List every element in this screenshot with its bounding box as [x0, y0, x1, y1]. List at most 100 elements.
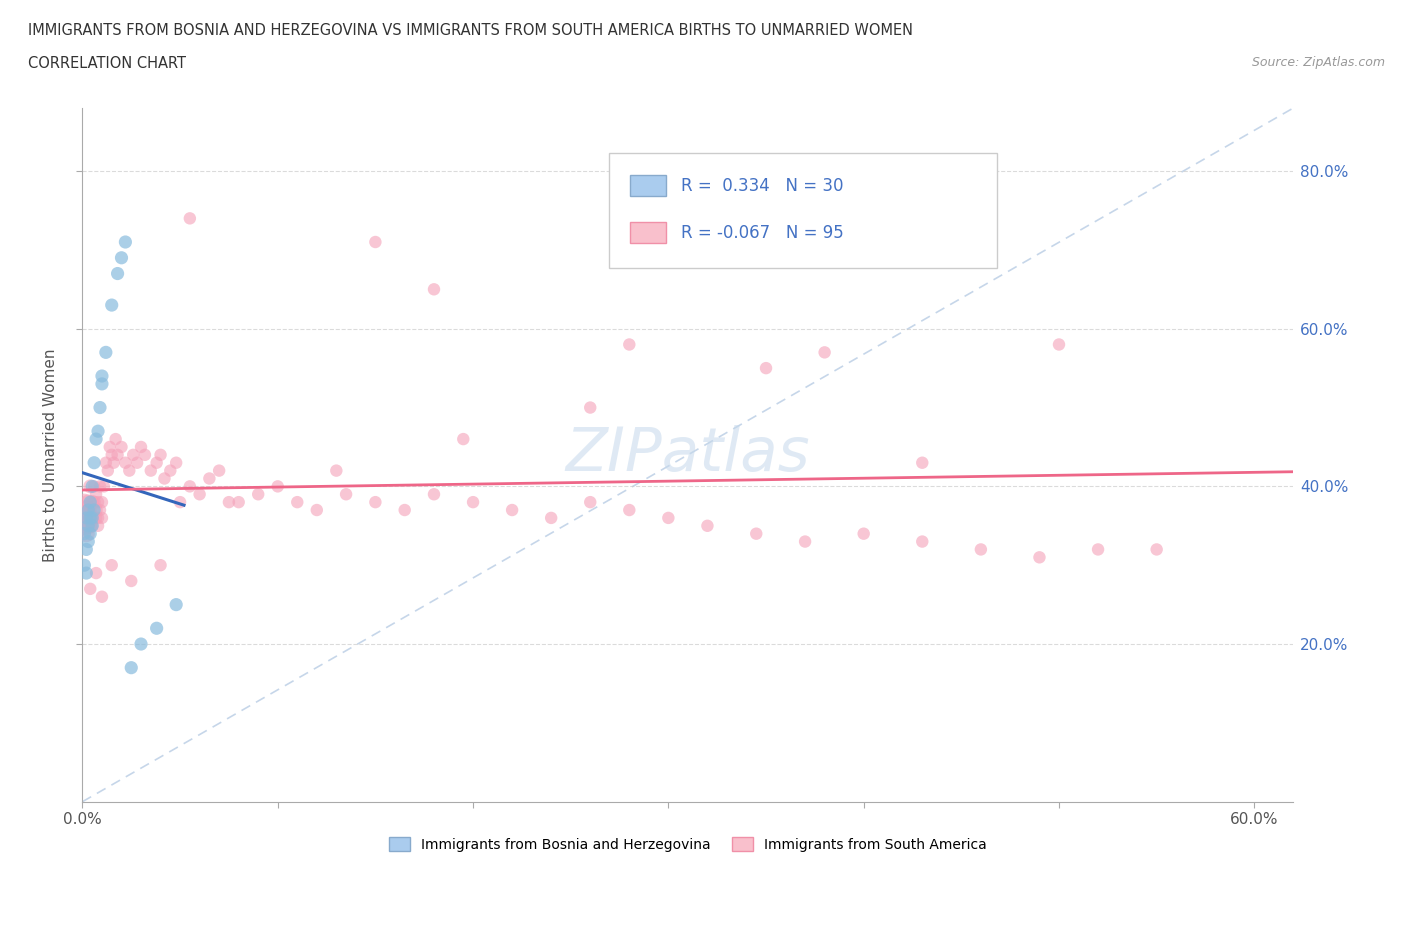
Point — [852, 526, 875, 541]
Point — [122, 447, 145, 462]
Point — [120, 660, 142, 675]
Point — [79, 495, 101, 510]
Point — [77, 534, 100, 549]
Point — [84, 511, 107, 525]
Text: IMMIGRANTS FROM BOSNIA AND HERZEGOVINA VS IMMIGRANTS FROM SOUTH AMERICA BIRTHS T: IMMIGRANTS FROM BOSNIA AND HERZEGOVINA V… — [28, 23, 912, 38]
Point — [579, 495, 602, 510]
Point — [745, 526, 768, 541]
Point — [179, 211, 201, 226]
Point — [84, 502, 107, 517]
Point — [110, 440, 132, 455]
Point — [247, 486, 270, 501]
Point — [911, 534, 934, 549]
Point — [228, 495, 250, 510]
Point — [501, 502, 523, 517]
Point — [188, 486, 211, 501]
Point — [83, 479, 105, 494]
Point — [87, 495, 110, 510]
Point — [77, 502, 100, 517]
Point — [208, 463, 231, 478]
Point — [82, 518, 104, 533]
Point — [100, 298, 122, 312]
Point — [1087, 542, 1109, 557]
Point — [77, 518, 100, 533]
Point — [94, 345, 117, 360]
Point — [794, 534, 817, 549]
Point — [89, 400, 111, 415]
Point — [83, 456, 105, 471]
Point — [82, 479, 104, 494]
Point — [75, 565, 97, 580]
FancyBboxPatch shape — [609, 153, 997, 268]
Y-axis label: Births to Unmarried Women: Births to Unmarried Women — [44, 348, 58, 562]
Point — [77, 495, 100, 510]
Point — [98, 440, 121, 455]
Point — [73, 558, 96, 573]
Point — [79, 479, 101, 494]
Point — [619, 502, 641, 517]
Point — [84, 486, 107, 501]
Text: ZIPatlas: ZIPatlas — [565, 425, 810, 485]
Point — [84, 432, 107, 446]
Point — [364, 495, 387, 510]
Point — [82, 518, 104, 533]
Point — [75, 542, 97, 557]
Point — [1028, 550, 1050, 565]
Point — [285, 495, 308, 510]
Point — [77, 502, 100, 517]
Point — [83, 502, 105, 517]
Point — [73, 495, 96, 510]
Point — [145, 456, 167, 471]
Point — [93, 479, 115, 494]
Text: R = -0.067   N = 95: R = -0.067 N = 95 — [681, 224, 844, 242]
Point — [87, 518, 110, 533]
Bar — [630, 222, 666, 244]
Point — [461, 495, 484, 510]
Point — [619, 337, 641, 352]
Bar — [630, 175, 666, 196]
Point — [79, 511, 101, 525]
Point — [82, 495, 104, 510]
Point — [540, 511, 562, 525]
Point — [91, 590, 114, 604]
Point — [153, 472, 176, 486]
Point — [149, 447, 172, 462]
Point — [165, 597, 187, 612]
Point — [139, 463, 162, 478]
Point — [75, 502, 97, 517]
Point — [657, 511, 679, 525]
Point — [423, 486, 446, 501]
Point — [1146, 542, 1168, 557]
Point — [104, 432, 127, 446]
Point — [87, 424, 110, 439]
Point — [335, 486, 357, 501]
Legend: Immigrants from Bosnia and Herzegovina, Immigrants from South America: Immigrants from Bosnia and Herzegovina, … — [384, 831, 993, 857]
Point — [149, 558, 172, 573]
Point — [159, 463, 181, 478]
Point — [89, 479, 111, 494]
Point — [97, 463, 120, 478]
Point — [118, 463, 141, 478]
Point — [755, 361, 778, 376]
Point — [814, 345, 837, 360]
Point — [579, 400, 602, 415]
Point — [73, 518, 96, 533]
Text: Source: ZipAtlas.com: Source: ZipAtlas.com — [1251, 56, 1385, 69]
Point — [91, 368, 114, 383]
Point — [91, 495, 114, 510]
Point — [165, 456, 187, 471]
Text: CORRELATION CHART: CORRELATION CHART — [28, 56, 186, 71]
Point — [82, 511, 104, 525]
Point — [696, 518, 718, 533]
Point — [100, 447, 122, 462]
Point — [100, 558, 122, 573]
Point — [77, 518, 100, 533]
Point — [127, 456, 149, 471]
Point — [91, 377, 114, 392]
Point — [267, 479, 290, 494]
Point — [110, 250, 132, 265]
Point — [394, 502, 416, 517]
Point — [107, 447, 129, 462]
Point — [73, 511, 96, 525]
Point — [305, 502, 328, 517]
